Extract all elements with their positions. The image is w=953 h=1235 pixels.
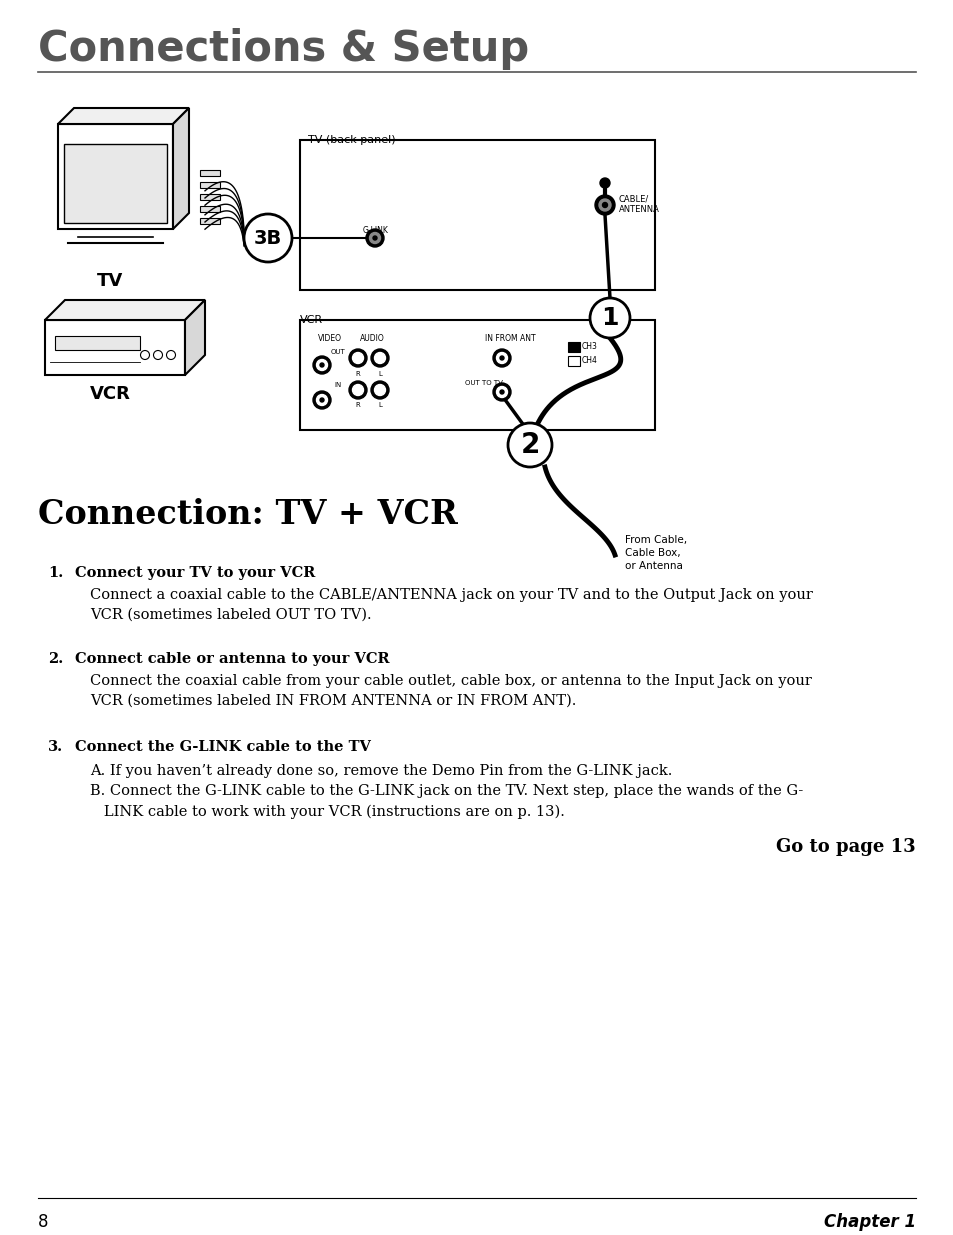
Text: R: R [355,370,360,377]
Text: OUT: OUT [331,350,345,354]
Text: A. If you haven’t already done so, remove the Demo Pin from the G-LINK jack.: A. If you haven’t already done so, remov… [90,764,672,778]
Text: Connect cable or antenna to your VCR: Connect cable or antenna to your VCR [75,652,389,666]
Circle shape [375,384,385,395]
Text: CH3: CH3 [581,342,598,351]
Text: L: L [377,370,381,377]
Polygon shape [45,300,205,320]
Bar [299,140,655,290]
Bar [200,206,220,212]
Text: Chapter 1: Chapter 1 [823,1213,915,1231]
Text: IN: IN [334,382,341,388]
Text: 2.: 2. [48,652,63,666]
Circle shape [319,363,324,367]
Text: Connections & Setup: Connections & Setup [38,28,529,70]
Text: L: L [377,403,381,408]
Circle shape [599,178,609,188]
Bar [567,342,579,352]
Circle shape [371,350,389,367]
Text: Connect the coaxial cable from your cable outlet, cable box, or antenna to the I: Connect the coaxial cable from your cabl… [90,674,811,708]
Text: 1.: 1. [48,566,63,580]
Bar [200,194,220,200]
Text: VCR: VCR [299,315,323,325]
Text: 2: 2 [519,431,539,459]
Circle shape [140,351,150,359]
Circle shape [313,356,331,374]
Circle shape [167,351,175,359]
Circle shape [349,382,367,399]
Text: Connect a coaxial cable to the CABLE/ANTENNA jack on your TV and to the Output J: Connect a coaxial cable to the CABLE/ANT… [90,588,812,622]
Text: 3B: 3B [253,228,282,247]
Circle shape [499,390,503,394]
Circle shape [369,232,380,243]
Circle shape [375,352,385,363]
Polygon shape [58,107,189,124]
Text: Connect the G-LINK cable to the TV: Connect the G-LINK cable to the TV [75,740,371,755]
Text: 8: 8 [38,1213,49,1231]
Circle shape [589,298,629,338]
Text: AUDIO: AUDIO [359,333,384,343]
Bar [45,320,185,375]
Text: IN FROM ANT: IN FROM ANT [484,333,535,343]
Bar [299,320,655,430]
Bar [64,144,167,224]
Circle shape [316,359,327,370]
Text: CABLE/
ANTENNA: CABLE/ ANTENNA [618,195,659,215]
Circle shape [349,350,367,367]
Circle shape [496,352,507,363]
Circle shape [153,351,162,359]
Text: VCR: VCR [90,385,131,403]
Circle shape [493,383,511,401]
Text: 3.: 3. [48,740,63,755]
Circle shape [598,199,610,211]
Circle shape [499,356,503,359]
Circle shape [352,384,363,395]
Text: VIDEO: VIDEO [317,333,341,343]
Circle shape [602,203,607,207]
Circle shape [493,350,511,367]
Bar [58,124,172,228]
Text: OUT TO TV: OUT TO TV [464,380,502,387]
Text: From Cable,
Cable Box,
or Antenna: From Cable, Cable Box, or Antenna [624,535,686,572]
Text: Go to page 13: Go to page 13 [776,839,915,856]
Text: CH4: CH4 [581,356,598,366]
Polygon shape [185,300,205,375]
Circle shape [319,398,324,403]
Text: R: R [355,403,360,408]
Bar [200,170,220,177]
Bar [55,336,140,350]
Text: G-LINK: G-LINK [363,226,389,235]
Bar [200,182,220,188]
Circle shape [366,228,384,247]
Text: Connection: TV + VCR: Connection: TV + VCR [38,498,457,531]
Circle shape [371,382,389,399]
Circle shape [352,352,363,363]
Text: TV (back panel): TV (back panel) [308,135,395,144]
Circle shape [595,195,615,215]
Text: Connect your TV to your VCR: Connect your TV to your VCR [75,566,315,580]
Bar [200,219,220,224]
Circle shape [313,391,331,409]
Circle shape [316,394,327,405]
Text: TV: TV [97,272,123,290]
Text: B. Connect the G-LINK cable to the G-LINK jack on the TV. Next step, place the w: B. Connect the G-LINK cable to the G-LIN… [90,784,802,819]
Circle shape [244,214,292,262]
Bar [567,356,579,366]
Circle shape [507,424,552,467]
Circle shape [496,387,507,398]
Circle shape [373,236,376,240]
Polygon shape [172,107,189,228]
Text: 1: 1 [600,306,618,330]
